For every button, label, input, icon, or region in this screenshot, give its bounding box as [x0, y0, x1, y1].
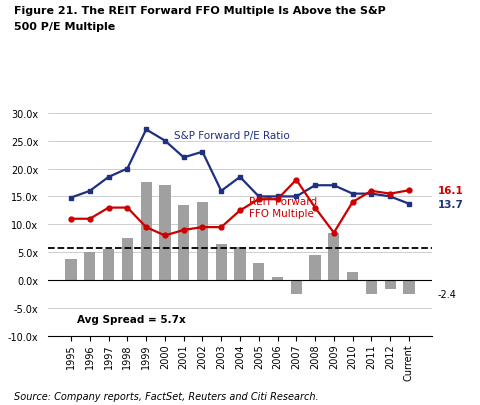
Bar — [253, 264, 264, 280]
Bar — [310, 256, 321, 280]
Bar — [384, 280, 396, 289]
Text: 500 P/E Multiple: 500 P/E Multiple — [14, 22, 116, 32]
Text: 16.1: 16.1 — [438, 186, 463, 196]
Bar — [141, 183, 152, 280]
Bar — [216, 244, 227, 280]
Bar — [291, 280, 302, 294]
Bar — [272, 278, 283, 280]
Bar — [178, 205, 189, 280]
Text: S&P Forward P/E Ratio: S&P Forward P/E Ratio — [174, 130, 290, 141]
Bar — [366, 280, 377, 294]
Bar — [84, 253, 96, 280]
Bar — [103, 250, 114, 280]
Bar — [328, 233, 339, 280]
Bar — [122, 239, 133, 280]
Text: 13.7: 13.7 — [438, 199, 463, 209]
Text: Avg Spread = 5.7x: Avg Spread = 5.7x — [77, 314, 185, 324]
Text: Source: Company reports, FactSet, Reuters and Citi Research.: Source: Company reports, FactSet, Reuter… — [14, 391, 319, 401]
Bar — [159, 186, 170, 280]
Bar — [403, 280, 415, 294]
Bar — [197, 202, 208, 280]
Text: -2.4: -2.4 — [438, 289, 456, 299]
Bar — [65, 259, 77, 280]
Bar — [347, 272, 358, 280]
Text: REIT Forward
FFO Multiple: REIT Forward FFO Multiple — [250, 197, 317, 218]
Text: Figure 21. The REIT Forward FFO Multiple Is Above the S&P: Figure 21. The REIT Forward FFO Multiple… — [14, 6, 386, 16]
Bar — [234, 247, 246, 280]
